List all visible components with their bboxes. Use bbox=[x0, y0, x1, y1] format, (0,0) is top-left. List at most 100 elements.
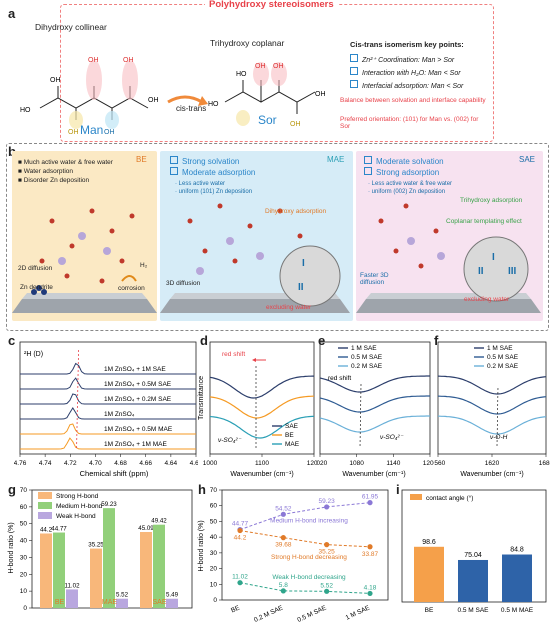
chart-i-value: 98.6 bbox=[422, 539, 436, 546]
chart-h-category: 1 M SAE bbox=[345, 604, 372, 621]
chart-h-ytick: 20 bbox=[210, 566, 218, 573]
chart-f-legend: 1 M SAE bbox=[487, 345, 513, 352]
be-bullets: ■ Much active water & free water ■ Water… bbox=[18, 159, 113, 184]
chart-e-tick: 1140 bbox=[386, 460, 400, 467]
chart-c-tick: 4.66 bbox=[139, 460, 152, 467]
chart-f-tick: 1620 bbox=[485, 460, 500, 467]
cis-trans-label: cis-trans bbox=[176, 104, 207, 113]
chart-h-category: 0.2 M SAE bbox=[253, 604, 285, 624]
be-h2: H₂ bbox=[140, 262, 148, 269]
chart-e-tick: 1080 bbox=[349, 460, 364, 467]
sae-roman-2: II bbox=[478, 266, 484, 277]
panel-b-label: b bbox=[8, 144, 16, 159]
man-oh-4: OH bbox=[148, 97, 159, 104]
chart-c-tick: 4.76 bbox=[14, 460, 27, 467]
chart-e-curve bbox=[319, 395, 430, 413]
chart-i: contact angle (°) 98.6 BE 75.04 0.5 M SAE 84.… bbox=[401, 489, 547, 614]
chart-h-ytick: 60 bbox=[210, 503, 218, 510]
chart-c-peak bbox=[20, 407, 196, 420]
chart-h-series-label: Medium H-bond increasing bbox=[270, 518, 348, 525]
chart-g-value: 59.23 bbox=[101, 501, 117, 508]
man-oh-2: OH bbox=[88, 57, 99, 64]
chart-d-tick: 1100 bbox=[255, 460, 269, 467]
chart-g-value: 44.2 bbox=[40, 526, 53, 533]
chart-f-legend: 0.2 M SAE bbox=[487, 363, 519, 370]
chart-i-category: BE bbox=[425, 607, 434, 614]
chart-h-line bbox=[239, 502, 371, 531]
chart-f-curve bbox=[437, 415, 547, 435]
sor-molecule bbox=[224, 80, 316, 114]
chart-d-legend: MAE bbox=[285, 441, 300, 448]
sae-diffusion: Faster 3D diffusion bbox=[360, 272, 389, 286]
chart-h-line bbox=[239, 582, 371, 594]
chart-i-bar bbox=[458, 559, 488, 602]
panel-c-label: c bbox=[8, 333, 16, 348]
panel-h-label: h bbox=[198, 482, 206, 497]
mae-roman-1: I bbox=[302, 258, 305, 269]
chart-g-bar bbox=[153, 524, 165, 608]
chart-g-bar bbox=[116, 598, 128, 608]
chart-g: H-bond ratio (%) 0 10 20 30 40 50 60 70 44.2 44.… bbox=[8, 487, 193, 612]
chart-g-legend: Medium H-bond bbox=[56, 503, 103, 510]
chart-g-ylabel: H-bond ratio (%) bbox=[8, 522, 15, 573]
chart-h-value: 5.8 bbox=[279, 582, 288, 589]
chart-h-series-label: Strong H-bond decreasing bbox=[271, 554, 347, 561]
chart-e-legend: 0.2 M SAE bbox=[351, 363, 383, 370]
chart-c-title: ²H (D) bbox=[24, 351, 43, 358]
chart-g-ytick: 30 bbox=[20, 554, 28, 561]
chart-i-category: 0.5 M SAE bbox=[457, 607, 489, 614]
chart-d-curve bbox=[209, 415, 315, 439]
chart-h-ytick: 10 bbox=[210, 581, 218, 588]
chart-h-point bbox=[324, 588, 330, 594]
sor-ho-2: HO bbox=[208, 101, 219, 108]
key-points-list: Zn²⁺ Coordination: Man > Sor Interaction… bbox=[350, 54, 490, 93]
chart-g-category: SAE bbox=[152, 599, 166, 606]
sae-tag: SAE bbox=[519, 155, 536, 164]
sae-excluding: excluding water bbox=[464, 296, 510, 303]
chart-g-bar bbox=[66, 589, 78, 608]
chart-h-point bbox=[367, 544, 373, 550]
chart-f-curve bbox=[437, 375, 547, 395]
chart-i-bar bbox=[414, 546, 444, 602]
be-illustration bbox=[12, 208, 157, 313]
chart-e-tick: 1200 bbox=[423, 460, 434, 467]
chart-g-category: MAE bbox=[102, 599, 118, 606]
chart-g-value: 35.25 bbox=[88, 542, 104, 549]
chart-h-point bbox=[324, 542, 330, 548]
chart-f-tick: 1680 bbox=[539, 460, 550, 467]
chart-e: 1 M SAE 0.5 M SAE 0.2 M SAE red shift ν-SO… bbox=[316, 341, 434, 478]
chart-g-value: 11.02 bbox=[64, 582, 80, 589]
balance-text: Balance between solvation and interface … bbox=[340, 97, 486, 104]
chart-h-point bbox=[324, 504, 330, 510]
man-highlight-red bbox=[86, 60, 102, 100]
chart-g-value: 45.09 bbox=[138, 525, 154, 532]
chart-f-tick: 1560 bbox=[434, 460, 446, 467]
chart-c-series-label: 1M ZnSO₄ + 0.5M SAE bbox=[104, 381, 172, 388]
chart-g-bar bbox=[40, 533, 52, 608]
man-oh-3: OH bbox=[123, 57, 134, 64]
chart-i-category: 0.5 M MAE bbox=[501, 607, 534, 614]
chart-e-legend: 0.5 M SAE bbox=[351, 354, 383, 361]
chart-d-curve bbox=[209, 395, 314, 419]
chart-h-value: 35.25 bbox=[319, 549, 336, 556]
panel-f-label: f bbox=[434, 333, 439, 348]
chart-c-tick: 4.64 bbox=[165, 460, 178, 467]
chart-c-peak bbox=[20, 362, 196, 375]
sor-oh-2: OH bbox=[273, 63, 284, 70]
chart-h-value: 54.52 bbox=[275, 505, 292, 512]
chart-f-xlabel: Wavenumber (cm⁻¹) bbox=[460, 471, 523, 478]
chart-c-peak bbox=[20, 393, 196, 405]
sae-boxes: Moderate solvation Strong adsorption bbox=[364, 156, 444, 178]
mae-boxes: Strong solvation Moderate adsorption bbox=[170, 156, 255, 178]
chart-h-value: 11.02 bbox=[232, 574, 248, 581]
sae-adsorption: Trihydroxy adsorption bbox=[460, 197, 523, 204]
chart-e-xlabel: Wavenumber (cm⁻¹) bbox=[342, 471, 405, 478]
chart-g-value: 5.49 bbox=[166, 592, 179, 599]
man-oh-1: OH bbox=[50, 77, 61, 84]
chart-g-ytick: 0 bbox=[23, 605, 27, 612]
chart-c-series-label: 1M ZnSO₄ bbox=[104, 411, 135, 418]
chart-c-tick: 4.62 bbox=[190, 460, 198, 467]
chart-h-value: 59.23 bbox=[319, 498, 336, 505]
preferred-text: Preferred orientation: (101) for Man vs.… bbox=[340, 116, 479, 130]
chart-g-value: 49.42 bbox=[151, 518, 167, 525]
